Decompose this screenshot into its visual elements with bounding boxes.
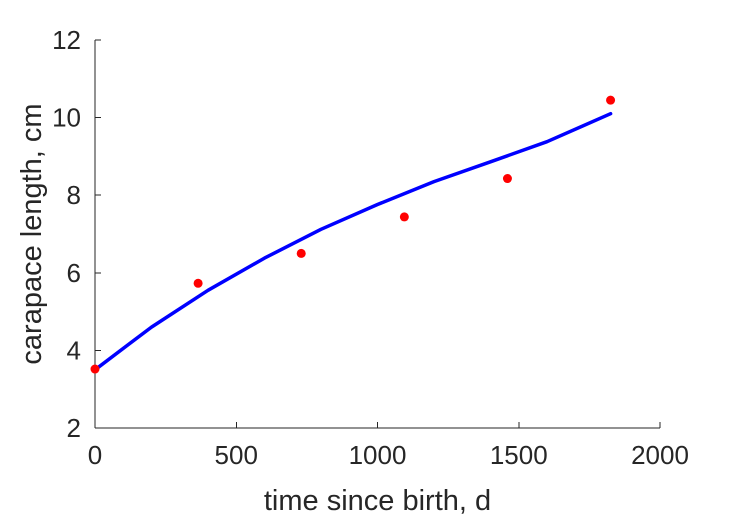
x-tick-label: 1000 bbox=[349, 440, 407, 470]
x-axis-label: time since birth, d bbox=[264, 485, 491, 517]
data-point bbox=[399, 212, 409, 222]
plot-area: 0 500 1000 1500 2000 2 4 6 8 10 12 bbox=[52, 25, 689, 470]
fit-curve-line bbox=[93, 111, 613, 372]
ticks-group: 0 500 1000 1500 2000 2 4 6 8 10 12 bbox=[52, 25, 689, 470]
y-tick-label: 6 bbox=[67, 258, 81, 288]
data-point bbox=[296, 248, 306, 258]
x-tick-label: 0 bbox=[88, 440, 102, 470]
data-point bbox=[90, 364, 100, 374]
x-tick-label: 2000 bbox=[631, 440, 689, 470]
y-tick-label: 2 bbox=[67, 413, 81, 443]
y-tick-label: 10 bbox=[52, 103, 81, 133]
y-axis-label: carapace length, cm bbox=[16, 103, 48, 364]
y-tick-label: 4 bbox=[67, 335, 81, 365]
y-tick-label: 12 bbox=[52, 25, 81, 55]
x-tick-label: 500 bbox=[215, 440, 258, 470]
data-point bbox=[193, 278, 203, 288]
marks-group bbox=[90, 95, 616, 374]
x-tick-label: 1500 bbox=[490, 440, 548, 470]
data-point bbox=[502, 174, 512, 184]
y-tick-label: 8 bbox=[67, 180, 81, 210]
data-point bbox=[606, 95, 616, 105]
